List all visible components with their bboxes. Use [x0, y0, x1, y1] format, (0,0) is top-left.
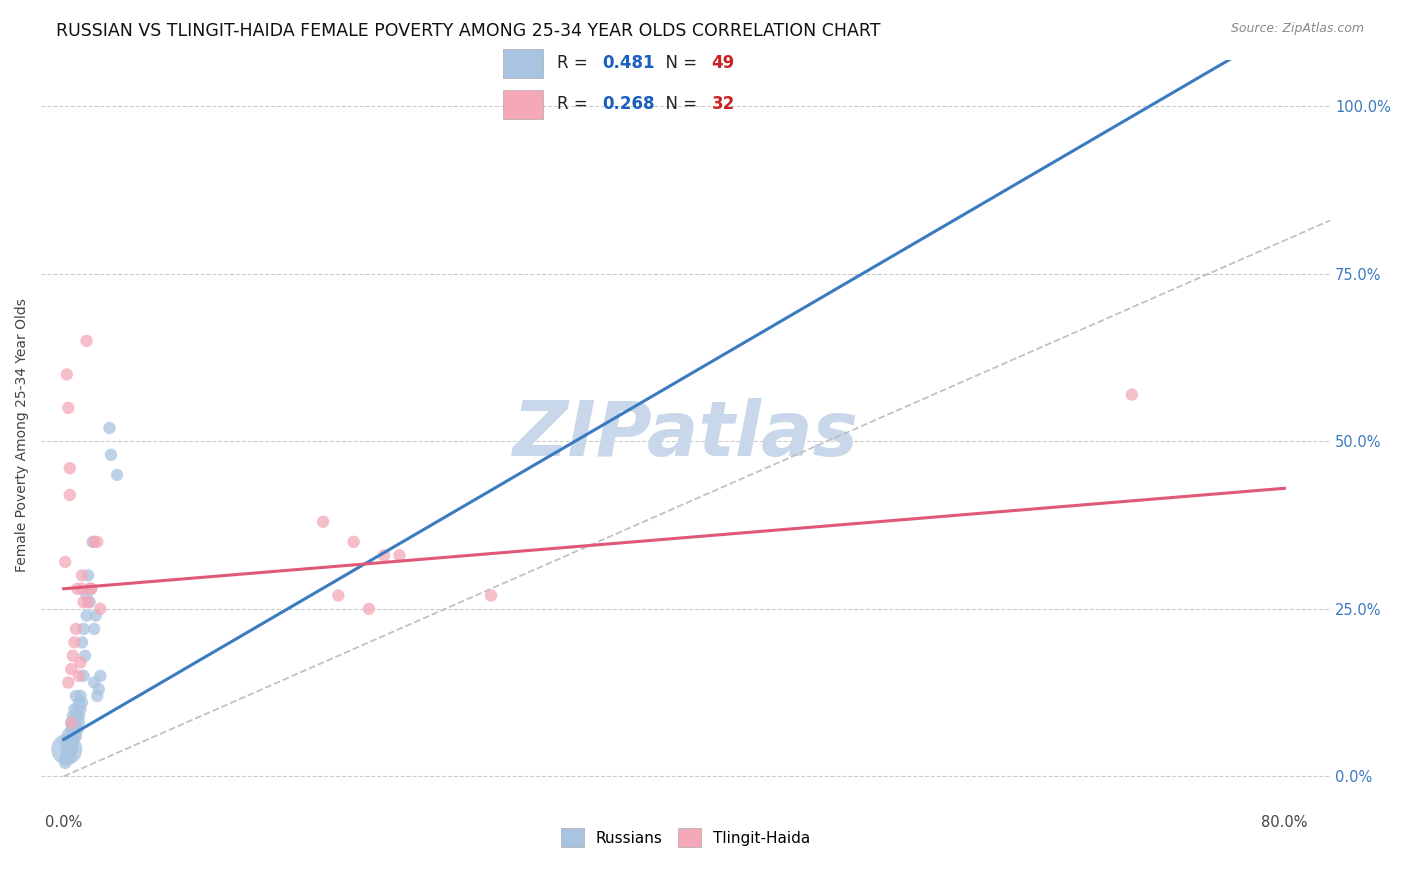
Point: [55, 742, 77, 756]
Point: [66, 723, 89, 737]
Point: [77, 595, 100, 609]
Point: [73, 648, 96, 663]
Point: [60, 723, 83, 737]
Point: [58, 401, 80, 415]
Point: [58, 749, 80, 764]
Text: 49: 49: [711, 54, 735, 72]
Point: [105, 467, 128, 482]
Point: [388, 548, 411, 562]
Point: [70, 635, 93, 649]
Point: [62, 736, 84, 750]
Point: [58, 675, 80, 690]
Point: [98, 421, 121, 435]
Point: [63, 635, 86, 649]
Point: [76, 589, 98, 603]
Point: [80, 582, 103, 596]
Point: [80, 582, 103, 596]
Point: [89, 602, 111, 616]
Point: [53, 753, 76, 767]
Point: [1121, 387, 1143, 401]
Point: [79, 582, 101, 596]
FancyBboxPatch shape: [503, 49, 543, 78]
Point: [357, 602, 380, 616]
Text: ZIPatlas: ZIPatlas: [513, 398, 859, 472]
Point: [72, 669, 94, 683]
Y-axis label: Female Poverty Among 25-34 Year Olds: Female Poverty Among 25-34 Year Olds: [15, 298, 30, 572]
Point: [60, 662, 83, 676]
Point: [59, 488, 82, 502]
Point: [328, 589, 350, 603]
Point: [58, 736, 80, 750]
Point: [343, 534, 366, 549]
Point: [62, 648, 84, 663]
Point: [83, 622, 105, 636]
Point: [312, 515, 335, 529]
Point: [66, 702, 89, 716]
Point: [67, 696, 90, 710]
Text: N =: N =: [655, 95, 703, 113]
Point: [69, 656, 91, 670]
Point: [67, 709, 90, 723]
Point: [65, 715, 87, 730]
Text: 0.481: 0.481: [602, 54, 654, 72]
Point: [100, 448, 122, 462]
Point: [89, 669, 111, 683]
Point: [62, 723, 84, 737]
Point: [83, 675, 105, 690]
Point: [86, 534, 108, 549]
Point: [59, 742, 82, 756]
Text: 0.268: 0.268: [602, 95, 654, 113]
Text: R =: R =: [557, 95, 593, 113]
Point: [373, 548, 395, 562]
Point: [60, 715, 83, 730]
Point: [69, 702, 91, 716]
Text: R =: R =: [557, 54, 593, 72]
Point: [70, 582, 93, 596]
Point: [83, 534, 105, 549]
Point: [67, 669, 90, 683]
Point: [62, 709, 84, 723]
Point: [60, 715, 83, 730]
Text: Source: ZipAtlas.com: Source: ZipAtlas.com: [1230, 22, 1364, 36]
Point: [72, 622, 94, 636]
Point: [53, 555, 76, 569]
Point: [65, 622, 87, 636]
Point: [76, 334, 98, 348]
Text: RUSSIAN VS TLINGIT-HAIDA FEMALE POVERTY AMONG 25-34 YEAR OLDS CORRELATION CHART: RUSSIAN VS TLINGIT-HAIDA FEMALE POVERTY …: [56, 22, 880, 40]
Point: [60, 729, 83, 743]
Point: [79, 595, 101, 609]
Point: [65, 709, 87, 723]
Point: [59, 729, 82, 743]
Point: [70, 696, 93, 710]
Point: [65, 689, 87, 703]
Point: [72, 595, 94, 609]
Point: [59, 461, 82, 475]
Point: [63, 723, 86, 737]
Point: [63, 702, 86, 716]
Point: [63, 715, 86, 730]
Point: [86, 689, 108, 703]
Point: [53, 756, 76, 770]
Point: [63, 729, 86, 743]
Point: [67, 715, 90, 730]
Point: [479, 589, 502, 603]
Point: [66, 582, 89, 596]
Point: [76, 608, 98, 623]
FancyBboxPatch shape: [503, 90, 543, 119]
Legend: Russians, Tlingit-Haida: Russians, Tlingit-Haida: [553, 821, 818, 855]
Point: [60, 736, 83, 750]
Point: [82, 534, 104, 549]
Text: 32: 32: [711, 95, 735, 113]
Point: [65, 729, 87, 743]
Text: N =: N =: [655, 54, 703, 72]
Point: [87, 682, 110, 697]
Point: [55, 368, 77, 382]
Point: [77, 568, 100, 582]
Point: [70, 568, 93, 582]
Point: [84, 608, 107, 623]
Point: [69, 689, 91, 703]
